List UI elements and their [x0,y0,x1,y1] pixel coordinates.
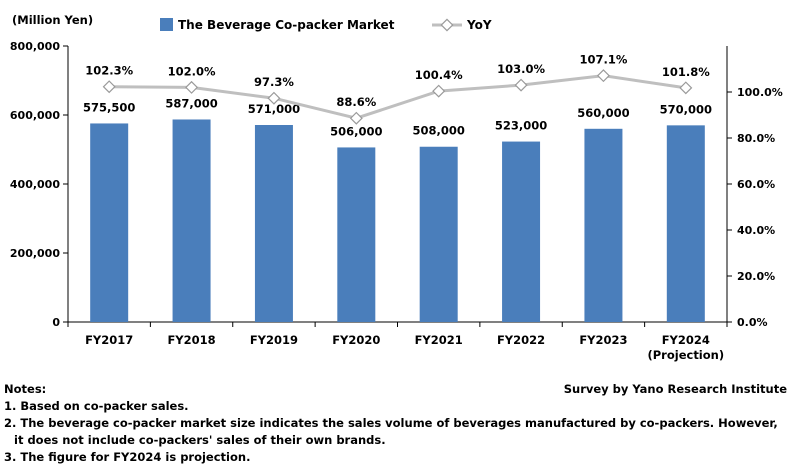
bar-value-label: 506,000 [330,124,382,138]
yoy-point-fy2020 [349,111,363,125]
yoy-value-label: 107.1% [579,53,627,67]
yoy-value-label: 97.3% [254,75,294,89]
left-axis-tick-label: 200,000 [10,247,60,260]
chart: 0 200,000 400,000 600,000 800,000 0.0% 20.0% 40… [10,13,783,362]
yoy-point-fy2019 [267,91,281,105]
x-tick-sublabel-fy2024: (Projection) [648,348,725,362]
yoy-point-fy2023 [596,69,610,83]
notes-block: Notes: Survey by Yano Research Institute… [4,381,787,466]
yoy-value-label: 101.8% [662,65,710,79]
right-axis-tick-label: 80.0% [737,132,775,145]
note-1: 1. Based on co-packer sales. [4,399,189,413]
note-3: 3. The figure for FY2024 is projection. [4,450,251,464]
bar-value-label: 571,000 [248,102,300,116]
bar-fy2024 [666,125,705,322]
yoy-line [109,74,687,120]
notes-heading: Notes: [4,382,47,396]
left-axis-tick-label: 400,000 [10,178,60,191]
right-axis-tick-label: 20.0% [737,270,775,283]
note-2-continued: it does not include co-packers' sales of… [14,433,386,447]
yoy-point-fy2024 [679,81,693,95]
legend-label-bar: The Beverage Co-packer Market [178,18,395,32]
yoy-value-label: 102.0% [168,64,216,78]
bar-value-label: 575,500 [83,100,135,114]
legend-label-line: YoY [466,18,492,32]
right-axis-tick-label: 100.0% [737,86,783,99]
bar-fy2018 [172,119,211,322]
bar-fy2019 [254,125,293,322]
y-axis-unit-label: (Million Yen) [12,13,93,27]
bar-fy2017 [90,123,129,322]
bar-value-label: 570,000 [660,102,712,116]
x-tick-label-fy2020: FY2020 [332,333,380,347]
x-tick-label-fy2017: FY2017 [85,333,133,347]
bar-value-label: 587,000 [165,96,217,110]
bar-value-label: 523,000 [495,119,547,133]
legend-marker-line [440,18,454,32]
x-tick-label-fy2023: FY2023 [579,333,627,347]
left-axis-tick-label: 0 [52,316,60,329]
yoy-point-fy2021 [432,84,446,98]
yoy-value-label: 103.0% [497,62,545,76]
yoy-value-label: 102.3% [85,64,133,78]
yoy-point-fy2017 [102,80,116,94]
right-axis-tick-label: 60.0% [737,178,775,191]
bar-value-label: 508,000 [412,124,464,138]
legend-swatch-bar [160,18,173,31]
bar-fy2020 [337,147,376,322]
yoy-point-fy2022 [514,78,528,92]
yoy-point-fy2018 [185,80,199,94]
source-credit: Survey by Yano Research Institute [563,382,787,396]
x-tick-label-fy2018: FY2018 [167,333,215,347]
x-tick-label-fy2019: FY2019 [250,333,298,347]
bar-fy2023 [584,128,623,322]
yoy-value-label: 88.6% [336,95,376,109]
right-axis-tick-label: 0.0% [737,316,768,329]
note-2: 2. The beverage co-packer market size in… [4,416,778,430]
x-tick-label-fy2024: FY2024 [662,333,710,347]
x-tick-label-fy2022: FY2022 [497,333,545,347]
bar-fy2021 [419,146,458,322]
bar-fy2022 [502,141,541,322]
right-axis-tick-label: 40.0% [737,224,775,237]
left-axis-tick-label: 600,000 [10,109,60,122]
left-axis-tick-label: 800,000 [10,40,60,53]
x-tick-label-fy2021: FY2021 [415,333,463,347]
yoy-value-label: 100.4% [415,68,463,82]
bar-value-label: 560,000 [577,106,629,120]
